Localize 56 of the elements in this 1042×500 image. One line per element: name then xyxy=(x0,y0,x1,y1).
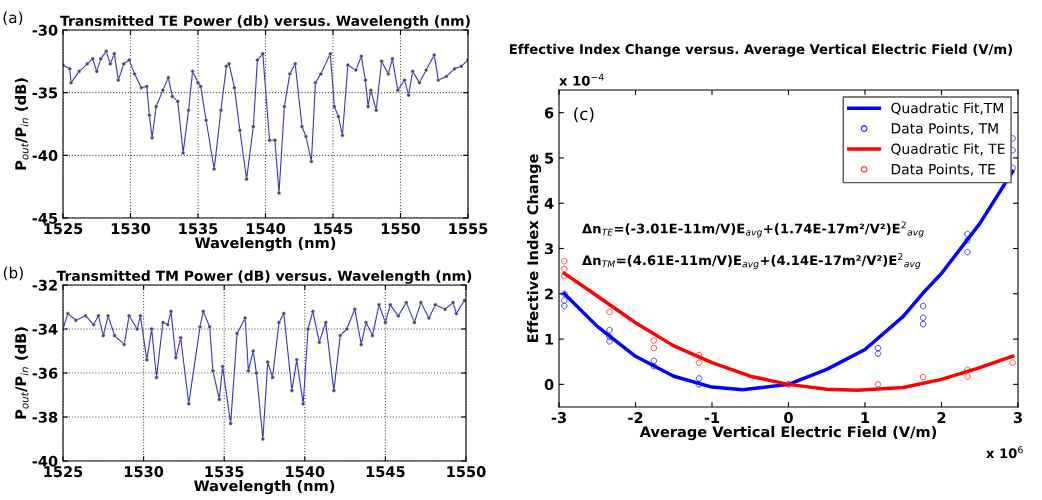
x-axis-title: Wavelength (nm) xyxy=(195,236,336,252)
x-tick-label: 1525 xyxy=(44,466,83,478)
x-tick-label: 0 xyxy=(784,412,793,424)
y-tick-label: -34 xyxy=(32,323,58,335)
y-tick-label: 2 xyxy=(545,288,553,300)
x-tick-label: -3 xyxy=(551,412,566,424)
text: x 10$^{6}$ xyxy=(986,446,1023,459)
x-tick-label: -1 xyxy=(704,412,720,423)
x-tick-label: -2 xyxy=(628,412,643,423)
x-axis-title: Wavelength (nm) xyxy=(194,479,335,495)
y-tick-label: 4 xyxy=(544,198,554,209)
annotation: Δn$_{TE}$=(-3.01E-11m/V)E$_{avg}$+(1.74E-17m²/V²)E$^{2}$$_{avg}$ xyxy=(582,221,924,238)
x-tick-label: 1525 xyxy=(44,223,83,235)
x-tick-label: 1550 xyxy=(447,466,486,478)
y-tick-label: 5 xyxy=(545,152,554,164)
y-tick-label: -36 xyxy=(32,367,58,379)
annotation: (c) xyxy=(574,107,594,123)
y-tick-label: 6 xyxy=(544,107,554,119)
legend-label: Data Points, TM xyxy=(891,122,998,136)
x-tick-label: 2 xyxy=(937,412,946,423)
annotation: Δn$_{TM}$=(4.61E-11m/V)E$_{avg}$+(4.14E-17m²/V²)E$^{2}$$_{avg}$ xyxy=(582,253,921,270)
x-tick-label: 1550 xyxy=(381,223,421,235)
x-tick-label: 3 xyxy=(1013,412,1022,424)
x-tick-label: 1530 xyxy=(111,223,151,235)
y-tick-label: 3 xyxy=(544,243,553,255)
y-tick-label: 0 xyxy=(544,379,554,391)
legend-label: Quadratic Fit, TE xyxy=(891,143,1005,156)
x-tick-label: 1545 xyxy=(366,466,405,478)
y-axis-title: P$_{out}$/P$_{in}$ (dB) xyxy=(14,78,29,170)
y-tick-label: -32 xyxy=(32,279,57,291)
legend-label: Quadratic Fit,TM xyxy=(891,102,1003,115)
chart-title: Transmitted TM Power (dB) versus. Wavelength (nm) xyxy=(56,270,472,284)
x-axis-title: Average Vertical Electric Field (V/m) xyxy=(639,425,937,441)
y-tick-label: -38 xyxy=(32,411,58,423)
y-tick-label: 1 xyxy=(545,333,554,345)
x-tick-label: 1 xyxy=(861,412,870,423)
x-tick-label: 1555 xyxy=(449,223,488,235)
chart-title: Effective Index Change versus. Average Vertical Electric Field (V/m) xyxy=(509,43,1013,57)
x-tick-label: 1535 xyxy=(205,466,244,478)
y-tick-label: -35 xyxy=(32,87,58,99)
y-axis-title: Effective Index Change xyxy=(526,154,542,343)
x-tick-label: 1540 xyxy=(246,223,286,235)
x-tick-label: 1540 xyxy=(286,466,325,478)
chart-title: Transmitted TE Power (db) versus. Wavelength (nm) xyxy=(60,15,470,29)
y-tick-label: -40 xyxy=(32,150,58,162)
text: (a) xyxy=(3,11,23,26)
x-tick-label: 1545 xyxy=(314,223,353,235)
legend-label: Data Points, TE xyxy=(891,163,995,176)
y-tick-label: -40 xyxy=(32,455,58,467)
x-tick-label: 1535 xyxy=(179,223,218,235)
x-tick-label: 1530 xyxy=(124,466,164,478)
text: x 10$^{−4}$ xyxy=(559,73,604,86)
y-axis-title: P$_{out}$/P$_{in}$ (dB) xyxy=(14,327,29,419)
y-tick-label: -30 xyxy=(32,24,58,36)
text: (b) xyxy=(3,266,23,281)
y-tick-label: -45 xyxy=(32,212,58,224)
